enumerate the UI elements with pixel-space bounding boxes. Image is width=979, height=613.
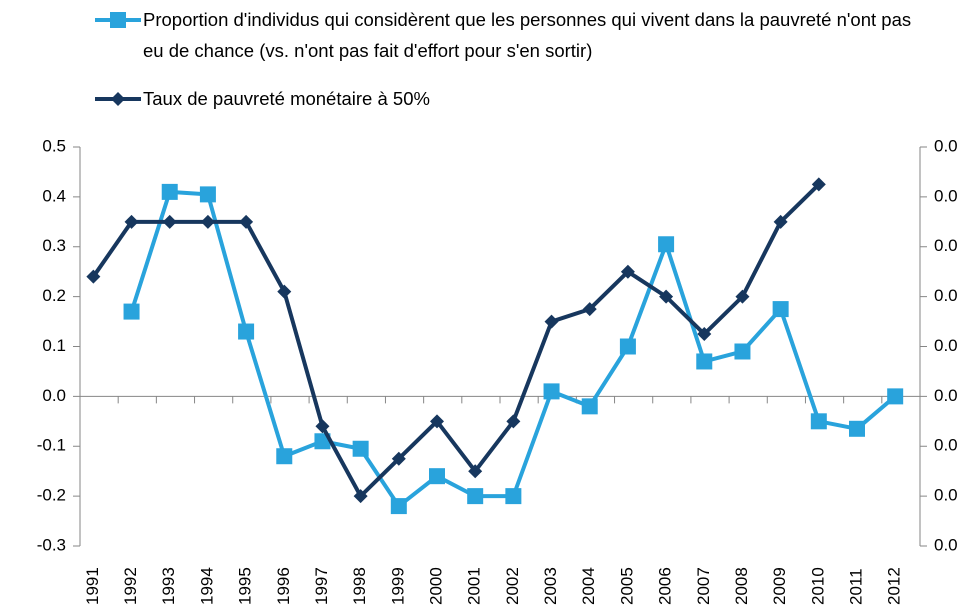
- y-tick-label: 0.4: [42, 186, 66, 205]
- point: [161, 183, 178, 200]
- point: [467, 488, 484, 505]
- x-tick-label: 1994: [197, 567, 216, 605]
- legend-label: Proportion d'individus qui considèrent q…: [143, 9, 912, 61]
- x-tick-label: 2010: [808, 567, 827, 605]
- point: [391, 451, 406, 466]
- y-tick-label: -0.2: [37, 486, 66, 505]
- point: [429, 468, 445, 485]
- y-tick-label: 0.1: [42, 336, 66, 355]
- point: [315, 419, 330, 434]
- point: [735, 289, 750, 304]
- point: [620, 264, 635, 279]
- point: [505, 488, 522, 505]
- point: [811, 177, 826, 192]
- series-line: [129, 189, 897, 509]
- point: [619, 338, 636, 355]
- point: [697, 327, 712, 342]
- x-tick-label: 2011: [846, 568, 865, 605]
- x-tick-label: 1998: [350, 567, 369, 605]
- point: [658, 236, 675, 253]
- x-tick-label: 2003: [541, 567, 560, 605]
- x-tick-label: 2008: [732, 567, 751, 605]
- y-tick-label: -0.1: [37, 436, 66, 455]
- x-tick-label: 1992: [121, 567, 140, 605]
- y2-tick-label: 0.0: [934, 386, 958, 405]
- y-tick-label: 0.5: [42, 136, 66, 155]
- point: [352, 440, 369, 457]
- y-tick-label: 0.2: [42, 286, 66, 305]
- x-tick-label: 2001: [465, 567, 484, 605]
- x-tick-label: 1995: [236, 567, 255, 605]
- y2-tick-label: 0.0: [934, 186, 958, 205]
- point: [124, 214, 139, 229]
- y2-tick-label: 0.0: [934, 236, 958, 255]
- point: [353, 489, 368, 504]
- point: [773, 214, 788, 229]
- y2-tick-label: 0.0: [934, 436, 958, 455]
- point: [123, 303, 140, 320]
- y2-tick-label: 0.0: [934, 486, 958, 505]
- point: [430, 414, 444, 429]
- point: [659, 289, 674, 304]
- x-tick-label: 1993: [159, 567, 178, 605]
- x-tick-label: 2000: [426, 567, 445, 605]
- point: [86, 269, 101, 284]
- x-tick-label: 1991: [83, 567, 102, 605]
- point: [390, 498, 407, 515]
- x-tick-label: 1997: [312, 567, 331, 605]
- point: [200, 214, 215, 229]
- legend-marker: [110, 12, 126, 28]
- point: [849, 420, 865, 437]
- x-tick-label: 2002: [503, 567, 522, 605]
- point: [810, 413, 827, 430]
- x-tick-label: 2012: [885, 567, 904, 605]
- x-tick-label: 2005: [617, 567, 636, 605]
- point: [199, 186, 216, 203]
- point: [772, 301, 789, 318]
- point: [582, 302, 597, 317]
- point: [543, 383, 560, 400]
- y-tick-label: 0.0: [42, 386, 66, 405]
- x-tick-label: 2006: [656, 567, 675, 605]
- point: [162, 214, 177, 229]
- point: [277, 284, 292, 299]
- x-tick-label: 2009: [770, 567, 789, 605]
- x-tick-label: 1999: [388, 567, 407, 605]
- point: [581, 398, 598, 415]
- y-tick-label: 0.3: [42, 236, 66, 255]
- point: [239, 214, 254, 229]
- y-tick-label: -0.3: [37, 535, 66, 554]
- x-tick-label: 2007: [694, 567, 713, 605]
- legend-marker: [111, 92, 125, 106]
- point: [887, 388, 904, 405]
- y2-tick-label: 0.0: [934, 286, 958, 305]
- x-tick-label: 1996: [274, 567, 293, 605]
- point: [734, 343, 751, 360]
- x-tick-label: 2004: [579, 567, 598, 605]
- point: [276, 448, 293, 465]
- point: [238, 323, 255, 340]
- point: [696, 353, 713, 370]
- y2-tick-label: 0.0: [934, 535, 958, 554]
- y2-tick-label: 0.0: [934, 136, 958, 155]
- point: [506, 414, 521, 429]
- legend-label: Taux de pauvreté monétaire à 50%: [143, 88, 430, 109]
- y2-tick-label: 0.0: [934, 336, 958, 355]
- point: [468, 464, 483, 479]
- point: [544, 314, 559, 329]
- series-line: [91, 182, 821, 499]
